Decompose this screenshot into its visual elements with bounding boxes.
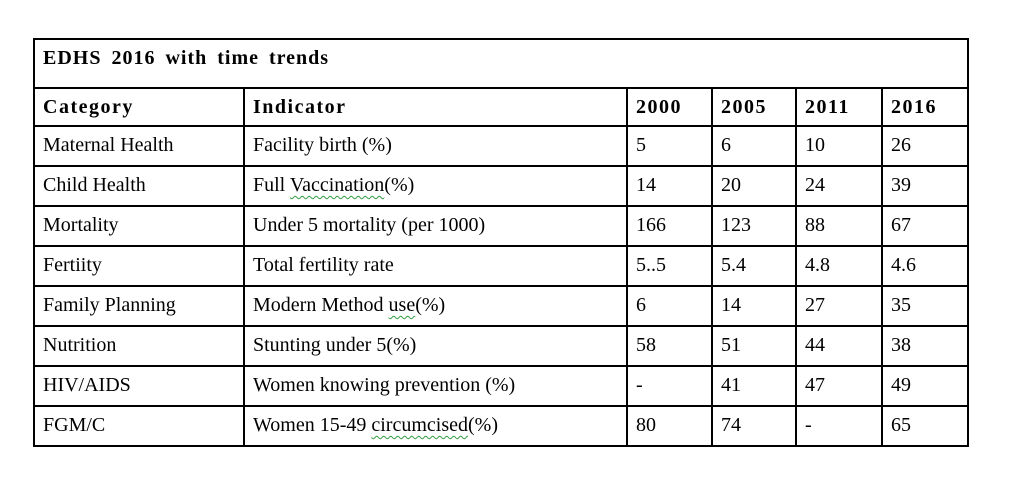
value-cell: 14 xyxy=(711,285,797,327)
column-header-indicator: Indicator xyxy=(243,87,628,127)
category-cell: Nutrition xyxy=(33,325,245,367)
value-cell: 35 xyxy=(880,285,970,327)
indicator-cell: Stunting under 5(%) xyxy=(243,325,628,367)
value-cell: 4.6 xyxy=(880,245,970,287)
value-cell: 6 xyxy=(711,125,797,167)
value-cell: 14 xyxy=(626,165,713,207)
table-row: Family Planning Modern Method use(%) 6 14 27… xyxy=(33,285,970,327)
edhs-trends-table: EDHS 2016 with time trends Category Indi… xyxy=(32,38,970,447)
value-cell: 65 xyxy=(880,405,970,447)
column-header-2011: 2011 xyxy=(795,87,883,127)
category-cell: Fertiity xyxy=(33,245,245,287)
table-row: Mortality Under 5 mortality (per 1000) 166… xyxy=(33,205,970,247)
category-cell: FGM/C xyxy=(33,405,245,447)
indicator-text: Facility birth (%) xyxy=(253,134,392,156)
value-cell: 47 xyxy=(795,365,883,407)
value-cell: - xyxy=(626,365,713,407)
indicator-text: Women knowing prevention (%) xyxy=(253,374,516,396)
value-cell: 27 xyxy=(795,285,883,327)
value-cell: 49 xyxy=(880,365,970,407)
header-row: Category Indicator 2000 2005 2011 2016 xyxy=(33,87,970,127)
indicator-text: Under 5 mortality (per 1000) xyxy=(253,214,486,236)
indicator-text: Stunting under 5(%) xyxy=(253,334,417,356)
table-row: Fertiity Total fertility rate 5..5 5.4 4.8 4.… xyxy=(33,245,970,287)
table-row: Child Health Full Vaccination(%) 14 20 24 39 xyxy=(33,165,970,207)
value-cell: 80 xyxy=(626,405,713,447)
table-row: HIV/AIDS Women knowing prevention (%) -41 4… xyxy=(33,365,970,407)
value-cell: 20 xyxy=(711,165,797,207)
value-cell: 166 xyxy=(626,205,713,247)
value-cell: 88 xyxy=(795,205,883,247)
value-cell: 5.4 xyxy=(711,245,797,287)
indicator-cell: Under 5 mortality (per 1000) xyxy=(243,205,628,247)
value-cell: 4.8 xyxy=(795,245,883,287)
column-header-2005: 2005 xyxy=(711,87,797,127)
value-cell: 44 xyxy=(795,325,883,367)
indicator-text: Total fertility rate xyxy=(253,254,394,276)
value-cell: 5 xyxy=(626,125,713,167)
indicator-text: (%) xyxy=(415,294,446,316)
spellcheck-flagged-word: use xyxy=(388,294,416,316)
category-cell: HIV/AIDS xyxy=(33,365,245,407)
category-cell: Maternal Health xyxy=(33,125,245,167)
value-cell: 51 xyxy=(711,325,797,367)
indicator-cell: Modern Method use(%) xyxy=(243,285,628,327)
indicator-cell: Women 15-49 circumcised(%) xyxy=(243,405,628,447)
category-cell: Family Planning xyxy=(33,285,245,327)
value-cell: 67 xyxy=(880,205,970,247)
category-cell: Child Health xyxy=(33,165,245,207)
table-row: Nutrition Stunting under 5(%) 58 51 44 38 xyxy=(33,325,970,367)
table-title: EDHS 2016 with time trends xyxy=(32,38,970,89)
indicator-cell: Facility birth (%) xyxy=(243,125,628,167)
value-cell: 123 xyxy=(711,205,797,247)
table-row: FGM/C Women 15-49 circumcised(%) 80 74-65 xyxy=(33,405,970,447)
value-cell: - xyxy=(795,405,883,447)
value-cell: 58 xyxy=(626,325,713,367)
value-cell: 41 xyxy=(711,365,797,407)
column-header-category: Category xyxy=(33,87,245,127)
table-body: EDHS 2016 with time trends Category Indi… xyxy=(32,38,970,447)
value-cell: 38 xyxy=(880,325,970,367)
table-row: Maternal Health Facility birth (%) 5 6 10 26 xyxy=(33,125,970,167)
value-cell: 39 xyxy=(880,165,970,207)
indicator-text: (%) xyxy=(384,174,415,196)
column-header-2000: 2000 xyxy=(626,87,713,127)
spellcheck-flagged-word: Vaccination xyxy=(289,174,385,196)
indicator-text: Women 15-49 xyxy=(253,414,372,436)
value-cell: 74 xyxy=(711,405,797,447)
category-cell: Mortality xyxy=(33,205,245,247)
indicator-text: Modern Method xyxy=(253,294,389,316)
indicator-text: Full xyxy=(253,174,290,196)
value-cell: 6 xyxy=(626,285,713,327)
value-cell: 10 xyxy=(795,125,883,167)
column-header-2016: 2016 xyxy=(880,87,970,127)
title-row: EDHS 2016 with time trends xyxy=(32,38,970,89)
value-cell: 5..5 xyxy=(626,245,713,287)
indicator-cell: Total fertility rate xyxy=(243,245,628,287)
spellcheck-flagged-word: circumcised xyxy=(371,414,468,436)
indicator-cell: Full Vaccination(%) xyxy=(243,165,628,207)
indicator-text: (%) xyxy=(468,414,498,436)
value-cell: 26 xyxy=(880,125,970,167)
indicator-cell: Women knowing prevention (%) xyxy=(243,365,628,407)
value-cell: 24 xyxy=(795,165,883,207)
